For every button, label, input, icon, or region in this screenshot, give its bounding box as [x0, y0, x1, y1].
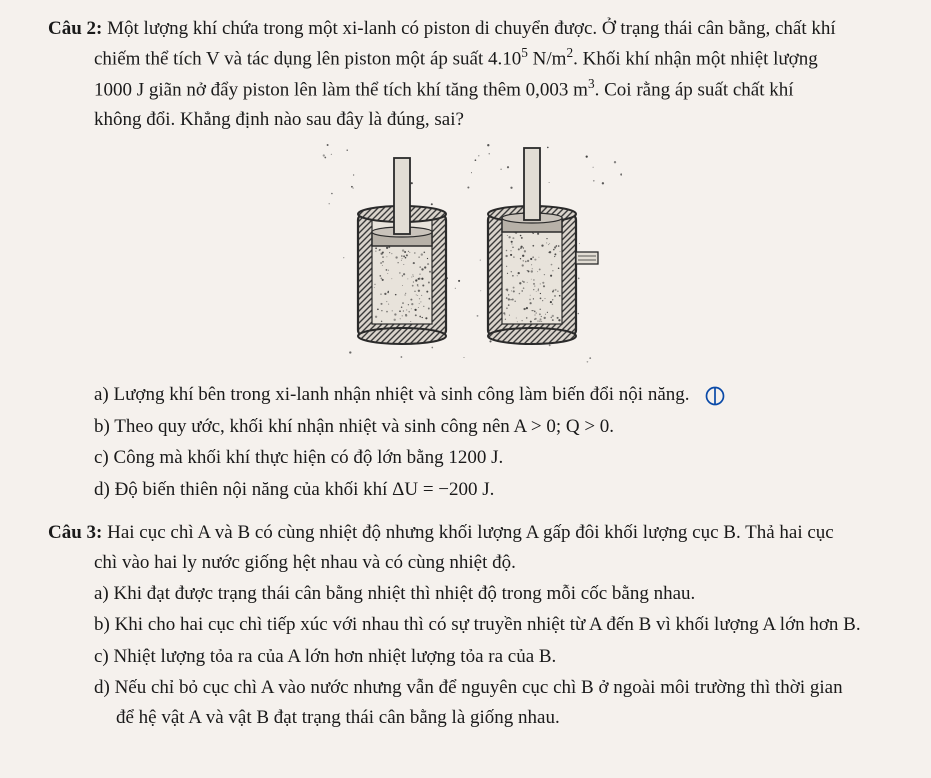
q2-exp-3: 3	[588, 76, 595, 91]
q3-option-b: b) Khi cho hai cục chì tiếp xúc với nhau…	[48, 610, 895, 639]
q3-option-c: c) Nhiệt lượng tỏa ra của A lớn hơn nhiệ…	[48, 642, 895, 671]
q2-label: Câu 2:	[48, 18, 102, 39]
q3-heading: Câu 3: Hai cục chì A và B có cùng nhiệt …	[48, 518, 895, 547]
question-3: Câu 3: Hai cục chì A và B có cùng nhiệt …	[48, 518, 895, 732]
q2-option-a-text: a) Lượng khí bên trong xi-lanh nhận nhiệ…	[94, 384, 690, 405]
piston-cylinder-diagram	[322, 144, 622, 364]
q3-label: Câu 3:	[48, 522, 102, 543]
q2-line3: 1000 J giãn nở đẩy piston lên làm thể tí…	[48, 74, 895, 105]
q3-line1: Hai cục chì A và B có cùng nhiệt độ nhưn…	[107, 522, 834, 543]
q3-option-d-line1: d) Nếu chỉ bỏ cục chì A vào nước nhưng v…	[48, 673, 895, 702]
q2-exp-5: 5	[521, 45, 528, 60]
q3-line2: chì vào hai ly nước giống hệt nhau và có…	[48, 548, 895, 577]
q2-option-d: d) Độ biến thiên nội năng của khối khí Δ…	[48, 475, 895, 504]
question-2: Câu 2: Một lượng khí chứa trong một xi-l…	[48, 14, 895, 504]
q2-line2-b: N/m	[528, 49, 567, 70]
q2-line1: Một lượng khí chứa trong một xi-lanh có …	[107, 18, 836, 39]
q2-line2-c: . Khối khí nhận một nhiệt lượng	[573, 49, 818, 70]
q3-option-d-line2: để hệ vật A và vật B đạt trạng thái cân …	[48, 703, 895, 732]
q2-heading: Câu 2: Một lượng khí chứa trong một xi-l…	[48, 14, 895, 43]
q2-option-c: c) Công mà khối khí thực hiện có độ lớn …	[48, 443, 895, 472]
handwritten-mark-icon	[704, 385, 726, 407]
q2-line2: chiếm thể tích V và tác dụng lên piston …	[48, 43, 895, 74]
q2-option-a: a) Lượng khí bên trong xi-lanh nhận nhiệ…	[48, 380, 895, 409]
q2-line4: không đổi. Khẳng định nào sau đây là đún…	[48, 105, 895, 134]
q2-line3-a: 1000 J giãn nở đẩy piston lên làm thể tí…	[94, 80, 588, 101]
q2-option-b: b) Theo quy ước, khối khí nhận nhiệt và …	[48, 412, 895, 441]
q3-option-a: a) Khi đạt được trạng thái cân bằng nhiệ…	[48, 579, 895, 608]
q2-line2-a: chiếm thể tích V và tác dụng lên piston …	[94, 49, 521, 70]
q2-line3-b: . Coi rằng áp suất chất khí	[595, 80, 794, 101]
q2-figure	[48, 144, 895, 364]
